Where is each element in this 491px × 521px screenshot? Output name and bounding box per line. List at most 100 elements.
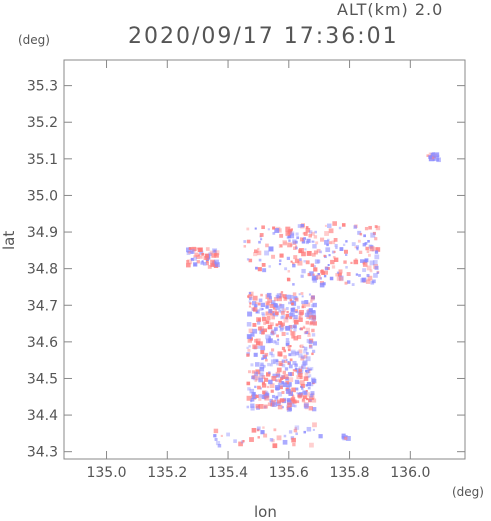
echo-pixel <box>281 381 285 384</box>
echo-pixel <box>213 434 217 438</box>
echo-pixel <box>285 388 291 394</box>
echo-pixel <box>276 334 279 338</box>
echo-pixel <box>298 349 303 354</box>
echo-pixel <box>306 310 310 314</box>
echo-pixel <box>205 247 210 251</box>
echo-pixel <box>302 345 305 348</box>
echo-pixel <box>246 381 251 386</box>
echo-pixel <box>275 311 279 316</box>
echo-pixel <box>368 225 372 230</box>
echo-pixel <box>319 237 325 242</box>
echo-pixel <box>266 292 272 298</box>
echo-pixel <box>309 271 314 276</box>
echo-pixel <box>301 300 305 304</box>
echo-pixel <box>319 282 325 288</box>
echo-pixel <box>279 304 285 309</box>
echo-pixel <box>364 226 369 231</box>
echo-pixel <box>252 375 258 381</box>
x-tick-label: 136.0 <box>390 465 430 481</box>
echo-pixel <box>305 392 311 397</box>
echo-pixel <box>284 367 289 371</box>
echo-pixel <box>257 385 261 390</box>
echo-pixel <box>246 239 251 244</box>
echo-pixel <box>270 300 276 305</box>
echo-pixel <box>246 322 252 327</box>
echo-pixel <box>188 251 191 254</box>
echo-pixel <box>288 324 293 329</box>
echo-pixel <box>247 348 251 352</box>
echo-pixel <box>247 334 252 339</box>
echo-pixel <box>308 308 313 313</box>
echo-pixel <box>293 324 297 329</box>
echo-pixel <box>313 265 316 268</box>
echo-pixel <box>312 428 315 431</box>
echo-pixel <box>294 427 297 430</box>
echo-pixel <box>272 332 275 336</box>
echo-pixel <box>205 259 209 263</box>
echo-pixel <box>291 395 295 398</box>
echo-pixel <box>311 310 316 314</box>
echo-pixel <box>252 374 257 379</box>
echo-pixel <box>251 301 257 306</box>
echo-pixel <box>254 227 257 230</box>
echo-pixel <box>298 368 302 373</box>
echo-pixel <box>309 393 314 398</box>
echo-pixel <box>285 325 291 331</box>
echo-pixel <box>305 331 309 335</box>
echo-pixel <box>295 311 298 314</box>
echo-pixel <box>255 362 260 367</box>
echo-pixel <box>343 260 347 264</box>
echo-pixel <box>297 335 302 340</box>
echo-pixel <box>277 351 283 357</box>
echo-pixel <box>276 435 282 441</box>
echo-pixel <box>312 407 317 412</box>
echo-pixel <box>364 242 368 245</box>
echo-pixel <box>271 315 275 320</box>
echo-pixel <box>253 307 258 312</box>
echo-pixel <box>313 267 318 272</box>
echo-pixel <box>268 379 273 385</box>
echo-pixel <box>333 250 336 253</box>
echo-pixel <box>286 294 292 300</box>
echo-pixel <box>272 232 276 235</box>
echo-pixel <box>271 375 277 381</box>
echo-pixel <box>286 256 290 261</box>
echo-pixel <box>251 370 256 374</box>
echo-pixel <box>285 307 289 310</box>
echo-pixel <box>298 315 301 318</box>
echo-pixel <box>303 391 308 395</box>
echo-pixel <box>267 327 270 330</box>
y-tick-label: 35.2 <box>27 115 58 131</box>
echo-pixel <box>300 274 304 278</box>
echo-pixel <box>432 157 437 161</box>
echo-pixel <box>301 305 305 309</box>
echo-pixel <box>253 305 257 309</box>
echo-pixel <box>303 403 309 409</box>
echo-pixel <box>251 375 255 380</box>
echo-pixel <box>308 374 312 378</box>
echo-pixel <box>297 394 301 398</box>
echo-pixel <box>309 382 314 387</box>
echo-pixel <box>191 246 197 252</box>
echo-pixel <box>307 368 311 372</box>
echo-pixel <box>255 309 260 314</box>
echo-pixel <box>289 316 293 320</box>
echo-pixel <box>287 345 291 349</box>
echo-pixel <box>305 369 310 374</box>
echo-pixel <box>301 361 307 366</box>
echo-pixel <box>289 358 293 362</box>
echo-pixel <box>358 250 363 254</box>
echo-pixel <box>362 262 368 267</box>
echo-pixel <box>261 357 264 361</box>
echo-pixel <box>351 242 356 247</box>
echo-pixel <box>304 331 307 334</box>
echo-pixel <box>303 402 309 408</box>
echo-pixel <box>297 260 303 266</box>
echo-pixel <box>356 247 359 250</box>
echo-pixel <box>298 293 301 296</box>
echo-pixel <box>335 246 338 250</box>
echo-pixel <box>312 302 317 308</box>
echo-pixel <box>275 341 280 346</box>
echo-pixel <box>296 236 300 240</box>
echo-pixel <box>253 371 259 376</box>
